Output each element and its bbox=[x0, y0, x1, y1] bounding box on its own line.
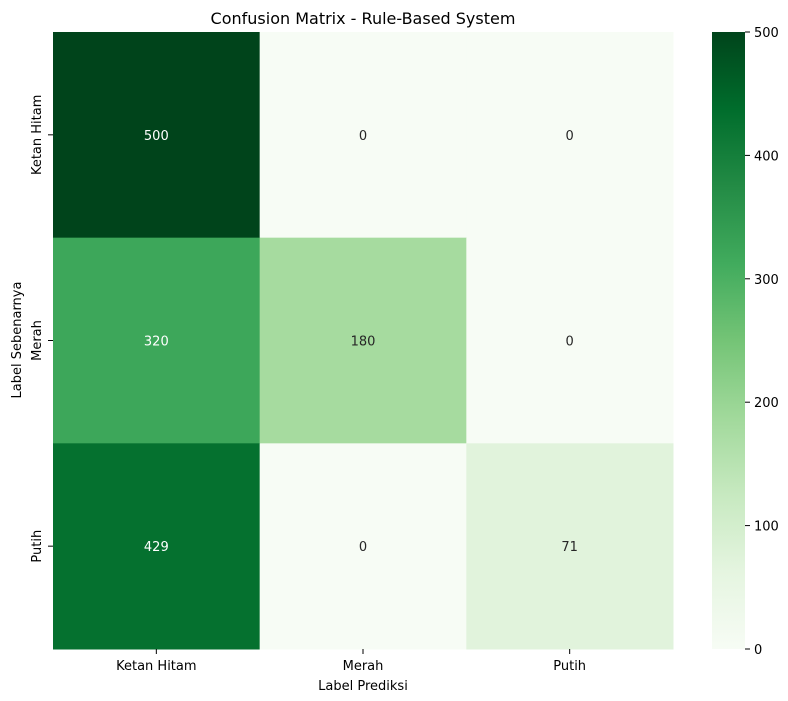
colorbar bbox=[712, 32, 745, 649]
colorbar-tick-label: 300 bbox=[754, 273, 779, 288]
colorbar-tick-label: 100 bbox=[754, 520, 779, 535]
cell-value-label: 0 bbox=[566, 335, 574, 350]
cell-value-label: 0 bbox=[359, 540, 367, 555]
x-axis-ticks: Ketan Hitam Merah Putih bbox=[116, 649, 586, 674]
colorbar-ticks: 0 100 200 300 400 500 bbox=[745, 26, 779, 658]
cell-value-label: 500 bbox=[144, 129, 169, 144]
cell-value-label: 0 bbox=[566, 129, 574, 144]
heatmap-cell bbox=[466, 443, 674, 650]
cell-value-label: 320 bbox=[144, 335, 169, 350]
y-tick-label: Ketan Hitam bbox=[30, 95, 45, 175]
cell-value-label: 180 bbox=[351, 335, 376, 350]
heatmap-cell bbox=[53, 32, 261, 239]
y-axis-ticks: Ketan Hitam Merah Putih bbox=[30, 95, 53, 563]
heatmap-cell bbox=[466, 237, 674, 444]
heatmap-cells bbox=[53, 32, 674, 650]
colorbar-tick-label: 400 bbox=[754, 149, 779, 164]
heatmap-cell bbox=[259, 32, 467, 239]
y-tick-label: Putih bbox=[30, 530, 45, 563]
cell-value-label: 0 bbox=[359, 129, 367, 144]
x-tick-label: Ketan Hitam bbox=[116, 659, 196, 674]
heatmap-cell bbox=[53, 443, 261, 650]
heatmap-cell bbox=[53, 237, 261, 444]
cell-value-label: 429 bbox=[144, 540, 169, 555]
y-axis-label: Label Sebenarnya bbox=[10, 282, 25, 399]
heatmap-cell bbox=[466, 32, 674, 239]
y-tick-label: Merah bbox=[30, 320, 45, 361]
colorbar-tick-label: 0 bbox=[754, 643, 762, 658]
heatmap-cell-labels: 500 0 0 320 180 0 429 0 71 bbox=[144, 129, 578, 555]
cell-value-label: 71 bbox=[561, 540, 578, 555]
x-tick-label: Merah bbox=[343, 659, 384, 674]
x-axis-label: Label Prediksi bbox=[318, 679, 408, 694]
colorbar-tick-label: 500 bbox=[754, 26, 779, 41]
colorbar-tick-label: 200 bbox=[754, 396, 779, 411]
chart-title: Confusion Matrix - Rule-Based System bbox=[211, 9, 516, 28]
x-tick-label: Putih bbox=[553, 659, 586, 674]
heatmap-cell bbox=[259, 237, 467, 444]
heatmap-cell bbox=[259, 443, 467, 650]
